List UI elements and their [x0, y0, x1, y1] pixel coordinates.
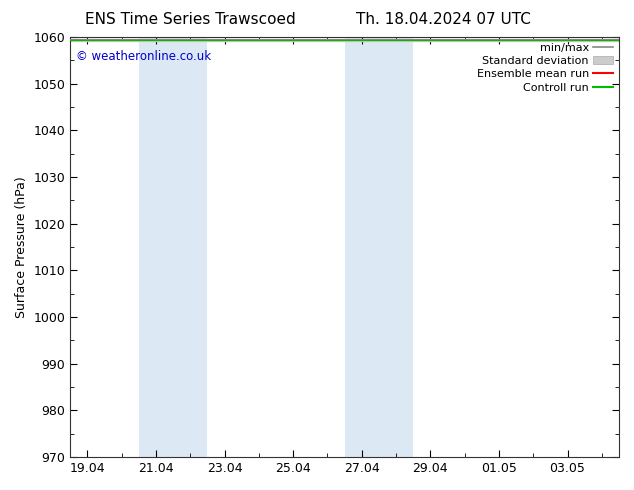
Bar: [139, 37, 207, 457]
Text: © weatheronline.co.uk: © weatheronline.co.uk: [76, 50, 211, 63]
Text: Th. 18.04.2024 07 UTC: Th. 18.04.2024 07 UTC: [356, 12, 531, 27]
Bar: [345, 37, 413, 457]
Text: ENS Time Series Trawscoed: ENS Time Series Trawscoed: [85, 12, 295, 27]
Legend: min/max, Standard deviation, Ensemble mean run, Controll run: min/max, Standard deviation, Ensemble me…: [477, 43, 614, 93]
Y-axis label: Surface Pressure (hPa): Surface Pressure (hPa): [15, 176, 28, 318]
